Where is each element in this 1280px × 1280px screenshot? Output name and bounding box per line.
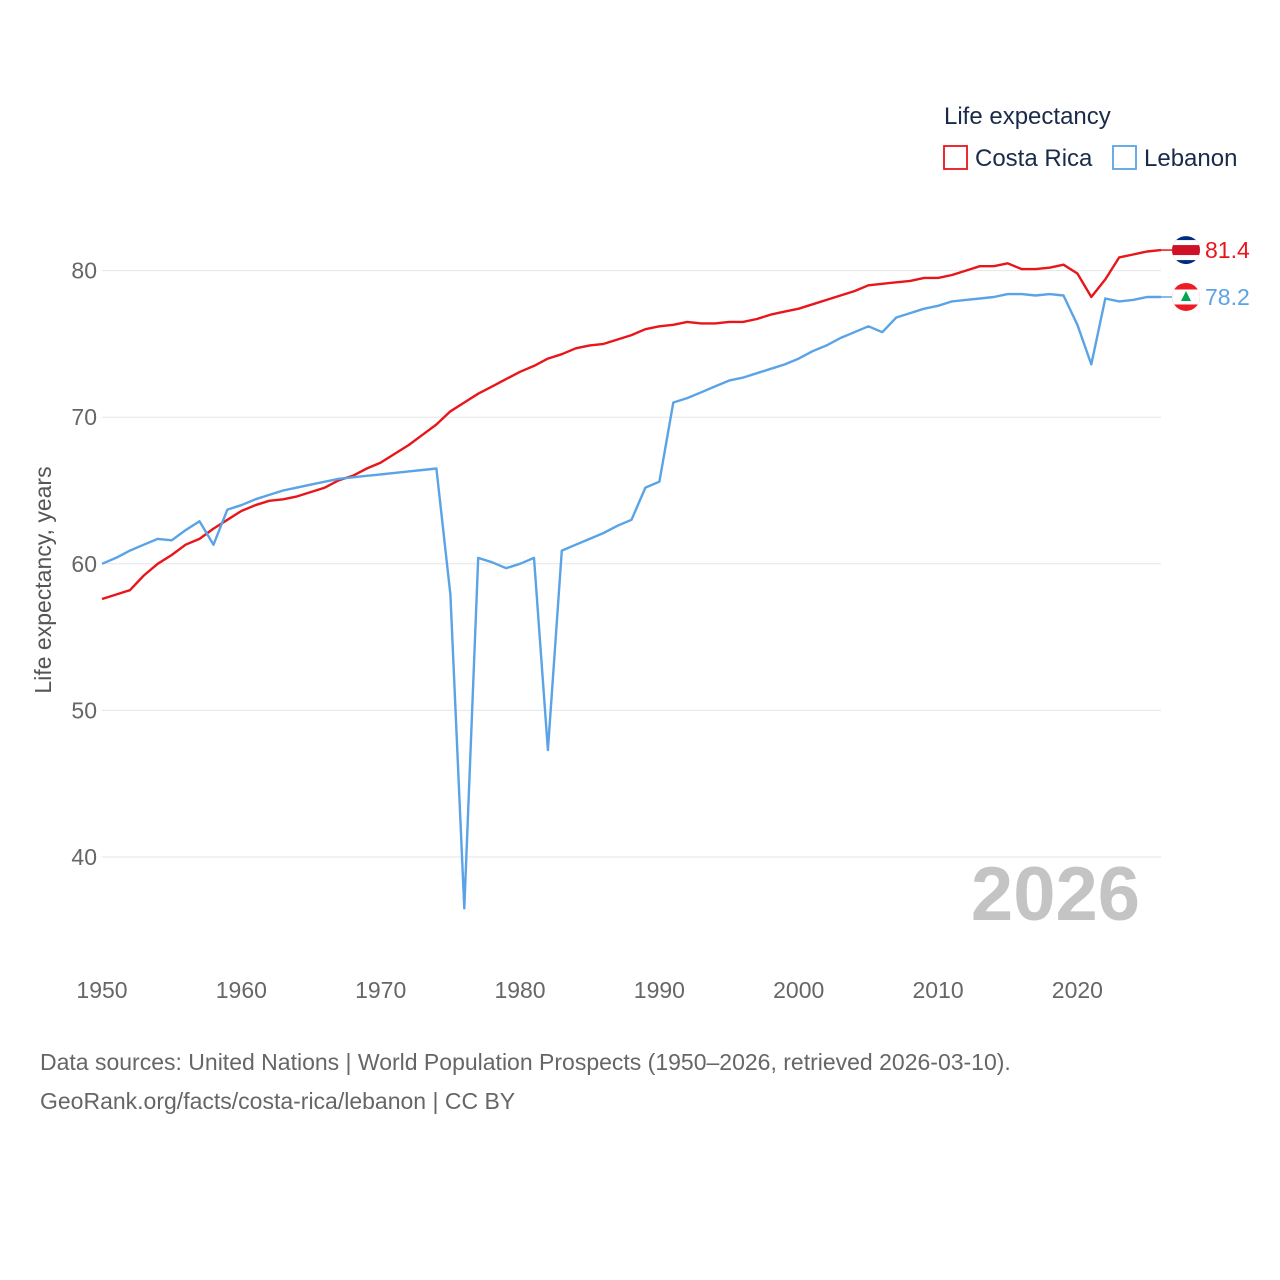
- grid-lines: [102, 270, 1161, 858]
- x-tick-1980: 1980: [494, 977, 545, 1003]
- legend-title: Life expectancy: [944, 103, 1111, 130]
- footer-data-sources: Data sources: United Nations | World Pop…: [40, 1049, 1011, 1075]
- series-line-costa-rica[interactable]: [101, 248, 1162, 601]
- y-tick-70: 70: [71, 404, 97, 430]
- y-tick-40: 40: [71, 844, 97, 870]
- legend-label-lebanon[interactable]: Lebanon: [1144, 145, 1237, 172]
- y-axis-label: Life expectancy, years: [30, 466, 56, 693]
- series-lines: [101, 248, 1162, 910]
- life-expectancy-chart: 40 50 60 70 80 1950 1960 1970 1980 1990 2000 2010 20…: [30, 103, 1250, 1003]
- end-label-costa-rica: 81.4: [1205, 237, 1250, 263]
- x-tick-1950: 1950: [76, 977, 127, 1003]
- end-label-lebanon: 78.2: [1205, 284, 1250, 310]
- axis-tick-labels: 40 50 60 70 80 1950 1960 1970 1980 1990 2000 2010 20…: [71, 258, 1103, 1003]
- legend: Life expectancy Costa Rica Lebanon: [943, 103, 1237, 172]
- series-line-lebanon[interactable]: [101, 292, 1161, 910]
- x-tick-1990: 1990: [634, 977, 685, 1003]
- year-watermark: 2026: [971, 852, 1140, 937]
- x-tick-1970: 1970: [355, 977, 406, 1003]
- x-tick-2020: 2020: [1052, 977, 1103, 1003]
- legend-swatch-lebanon[interactable]: [1112, 145, 1137, 170]
- x-tick-2000: 2000: [773, 977, 824, 1003]
- flag-lebanon-icon: [1172, 282, 1200, 311]
- legend-swatch-costa-rica[interactable]: [943, 145, 968, 170]
- x-tick-2010: 2010: [912, 977, 963, 1003]
- y-tick-50: 50: [71, 697, 97, 723]
- footer-sources: Data sources: United Nations | World Pop…: [40, 1043, 1011, 1121]
- x-tick-1960: 1960: [216, 977, 267, 1003]
- legend-label-costa-rica[interactable]: Costa Rica: [975, 145, 1093, 172]
- y-tick-60: 60: [71, 551, 97, 577]
- footer-attribution[interactable]: GeoRank.org/facts/costa-rica/lebanon | C…: [40, 1088, 516, 1114]
- y-tick-80: 80: [71, 258, 97, 284]
- end-labels: 81.4 78.2: [1161, 236, 1250, 311]
- flag-costa-rica-icon: [1172, 236, 1200, 265]
